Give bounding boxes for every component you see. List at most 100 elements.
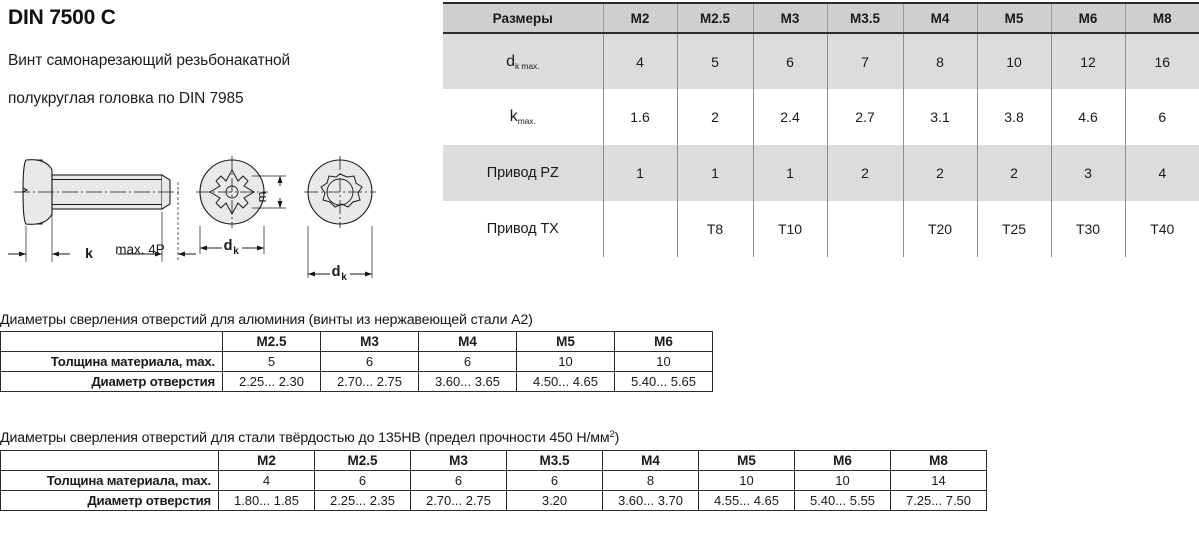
table-row: Привод PZ 1 1 1 2 2 2 3 4 [443,145,1199,201]
aluminium-corner-cell [0,331,223,352]
steel-cell: 5.40... 5.55 [794,490,891,511]
main-cell: 1 [752,145,827,201]
screw-side-view [8,159,196,262]
main-row-label-k: kmax. [443,89,603,145]
aluminium-drill-table: M2.5 M3 M4 M5 M6 Толщина материала, max.… [0,331,713,392]
table-row: Толщина материала, max. 5 6 6 10 10 [0,351,713,372]
aluminium-cell: 3.60... 3.65 [418,371,517,392]
aluminium-cell: 10 [614,351,713,372]
steel-cell: 2.70... 2.75 [410,490,507,511]
main-cell: 1.6 [602,89,677,145]
steel-cell: 10 [698,470,795,491]
torx-head-view [304,156,376,278]
steel-row-label: Диаметр отверстия [0,490,219,511]
main-cell: T20 [902,201,977,257]
steel-cell: 6 [314,470,411,491]
steel-cell: 1.80... 1.85 [218,490,315,511]
steel-cell: 2.25... 2.35 [314,490,411,511]
main-table-header-cell-5: M4 [902,2,977,34]
steel-header-cell: M2 [218,450,315,471]
main-cell: 1 [602,145,677,201]
aluminium-row-label: Толщина материала, max. [0,351,223,372]
main-cell: 2.7 [826,89,903,145]
main-cell: 7 [826,33,903,89]
main-cell: 2 [976,145,1051,201]
main-table-header-cell-8: M8 [1124,2,1199,34]
aluminium-cell: 6 [418,351,517,372]
aluminium-cell: 2.70... 2.75 [320,371,419,392]
aluminium-header-row: M2.5 M3 M4 M5 M6 [0,331,713,352]
main-cell: 5 [676,33,753,89]
main-cell: T30 [1050,201,1125,257]
steel-section: Диаметры сверления отверстий для стали т… [0,429,987,511]
technical-drawing: k max. 4P m d k d k [0,150,400,285]
main-table-header-cell-0: Размеры [443,2,603,34]
aluminium-section: Диаметры сверления отверстий для алюмини… [0,312,713,392]
steel-cell: 8 [602,470,699,491]
main-cell: 6 [752,33,827,89]
main-table-header-cell-3: M3 [752,2,827,34]
steel-cell: 3.20 [506,490,603,511]
steel-header-cell: M6 [794,450,891,471]
steel-drill-table: M2 M2.5 M3 M3.5 M4 M5 M6 M8 Толщина мате… [0,450,987,511]
table-row: Толщина материала, max. 4 6 6 6 8 10 10 … [0,470,987,491]
dk-sub-glyph: k max. [514,60,540,71]
main-cell: T25 [976,201,1051,257]
dk-main-glyph: d [506,52,515,70]
dim-label-m: m [254,192,269,203]
aluminium-row-label: Диаметр отверстия [0,371,223,392]
dk-sub-tx: k [341,272,347,283]
main-cell: T8 [676,201,753,257]
pozidriv-head-view [196,156,286,254]
main-cell: 2 [902,145,977,201]
dk-sub-pz: k [233,246,239,257]
main-cell: 2 [826,145,903,201]
main-row-label-dk: dk max. [443,33,603,89]
main-cell: 2.4 [752,89,827,145]
steel-header-cell: M2.5 [314,450,411,471]
steel-row-label: Толщина материала, max. [0,470,219,491]
steel-header-cell: M4 [602,450,699,471]
steel-caption-part2: ) [614,430,620,446]
steel-table-caption: Диаметры сверления отверстий для стали т… [0,429,987,446]
steel-cell: 14 [890,470,987,491]
steel-cell: 4 [218,470,315,491]
main-table-header-cell-2: M2.5 [676,2,753,34]
dim-label-max4p: max. 4P [115,242,165,257]
dk-main-pz: d [224,238,233,254]
aluminium-header-cell: M4 [418,331,517,352]
main-cell: 6 [1124,89,1199,145]
main-table-header-cell-7: M6 [1050,2,1125,34]
steel-caption-part1: Диаметры сверления отверстий для стали т… [0,430,610,446]
main-table-header-row: Размеры M2 M2.5 M3 M3.5 M4 M5 M6 M8 [443,2,1199,34]
k-main-glyph: k [509,108,518,125]
main-cell: 4.6 [1050,89,1125,145]
steel-cell: 6 [506,470,603,491]
aluminium-cell: 6 [320,351,419,372]
main-cell: 3.8 [976,89,1051,145]
main-row-label-tx: Привод TX [443,201,603,257]
aluminium-header-cell: M6 [614,331,713,352]
aluminium-header-cell: M5 [516,331,615,352]
aluminium-cell: 5.40... 5.65 [614,371,713,392]
main-cell: 10 [976,33,1051,89]
steel-header-cell: M8 [890,450,987,471]
main-cell: 3.1 [902,89,977,145]
main-cell: 1 [676,145,753,201]
dim-label-dk-torx: d k [332,264,348,283]
steel-header-cell: M3.5 [506,450,603,471]
aluminium-cell: 10 [516,351,615,372]
steel-header-cell: M3 [410,450,507,471]
dk-main-tx: d [332,264,341,280]
aluminium-cell: 5 [222,351,321,372]
table-row: dk max. 4 5 6 7 8 10 12 16 [443,33,1199,89]
drawing-svg: k max. 4P m d k d k [8,156,376,283]
main-cell: 4 [602,33,677,89]
main-cell: 3 [1050,145,1125,201]
main-table-header-cell-6: M5 [976,2,1051,34]
aluminium-header-cell: M2.5 [222,331,321,352]
main-cell: 12 [1050,33,1125,89]
steel-cell: 3.60... 3.70 [602,490,699,511]
main-cell [826,201,903,257]
steel-header-row: M2 M2.5 M3 M3.5 M4 M5 M6 M8 [0,450,987,471]
